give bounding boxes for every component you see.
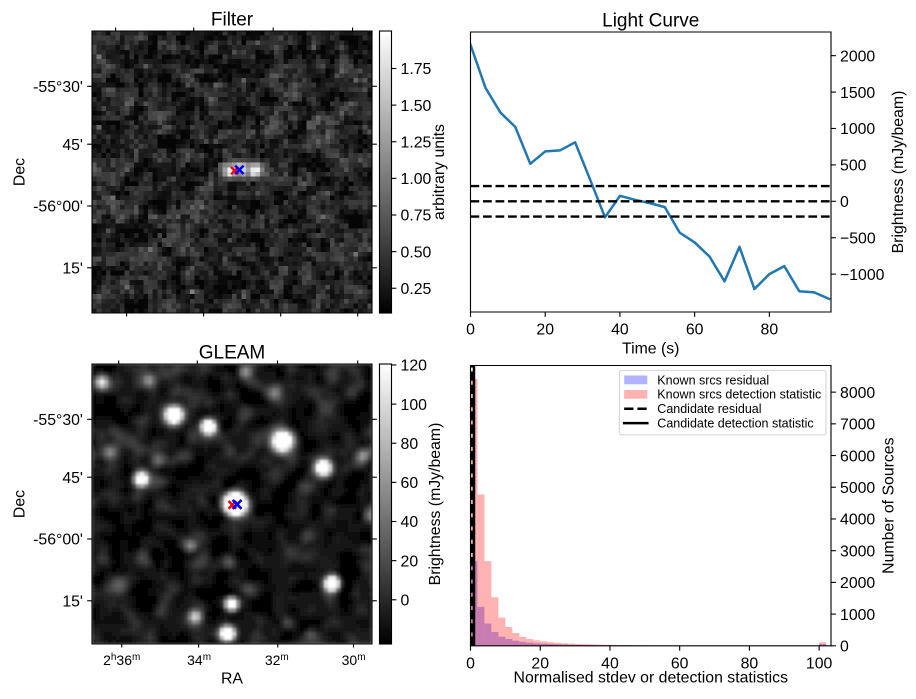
svg-text:Brightness (mJy/beam): Brightness (mJy/beam) bbox=[890, 91, 907, 254]
svg-text:100: 100 bbox=[806, 655, 833, 672]
svg-text:1.50: 1.50 bbox=[401, 98, 432, 115]
svg-text:0: 0 bbox=[466, 655, 475, 672]
svg-text:3000: 3000 bbox=[840, 543, 875, 560]
svg-text:40: 40 bbox=[601, 655, 619, 672]
svg-text:Candidate residual: Candidate residual bbox=[657, 402, 761, 416]
svg-text:1.25: 1.25 bbox=[401, 134, 432, 151]
svg-text:0: 0 bbox=[401, 593, 410, 610]
svg-text:−1000: −1000 bbox=[840, 267, 885, 284]
svg-text:GLEAM: GLEAM bbox=[199, 342, 266, 363]
svg-text:0.25: 0.25 bbox=[401, 281, 432, 298]
svg-text:60: 60 bbox=[401, 475, 419, 492]
svg-text:Number of Sources: Number of Sources bbox=[881, 437, 898, 573]
svg-text:30m: 30m bbox=[342, 652, 366, 668]
svg-text:1.00: 1.00 bbox=[401, 171, 432, 188]
svg-text:Brightness (mJy/beam): Brightness (mJy/beam) bbox=[427, 423, 444, 586]
svg-text:2000: 2000 bbox=[840, 575, 875, 592]
svg-text:80: 80 bbox=[741, 655, 759, 672]
svg-text:20: 20 bbox=[401, 553, 419, 570]
svg-text:Candidate detection statistic: Candidate detection statistic bbox=[657, 417, 813, 431]
svg-text:Dec: Dec bbox=[11, 158, 28, 186]
svg-text:6000: 6000 bbox=[840, 448, 875, 465]
svg-text:60: 60 bbox=[686, 322, 704, 339]
svg-text:40: 40 bbox=[611, 322, 629, 339]
svg-text:-55°30': -55°30' bbox=[33, 79, 83, 96]
svg-text:Known srcs residual: Known srcs residual bbox=[657, 373, 769, 387]
svg-text:80: 80 bbox=[401, 436, 419, 453]
svg-text:Dec: Dec bbox=[11, 490, 28, 518]
svg-text:1.75: 1.75 bbox=[401, 61, 432, 78]
svg-text:32m: 32m bbox=[265, 652, 289, 668]
svg-text:1000: 1000 bbox=[840, 607, 875, 624]
svg-text:15': 15' bbox=[62, 594, 83, 611]
svg-text:20: 20 bbox=[536, 322, 554, 339]
svg-text:45': 45' bbox=[62, 470, 83, 487]
svg-text:0: 0 bbox=[840, 639, 849, 656]
svg-text:15': 15' bbox=[62, 261, 83, 278]
svg-text:45': 45' bbox=[62, 137, 83, 154]
svg-text:4000: 4000 bbox=[840, 512, 875, 529]
svg-text:1000: 1000 bbox=[840, 121, 875, 138]
svg-text:34m: 34m bbox=[187, 652, 211, 668]
svg-text:20: 20 bbox=[531, 655, 549, 672]
svg-text:1500: 1500 bbox=[840, 85, 875, 102]
svg-text:Normalised stdev or detection: Normalised stdev or detection statistics bbox=[514, 669, 789, 686]
svg-text:-56°00': -56°00' bbox=[33, 199, 83, 216]
svg-text:60: 60 bbox=[671, 655, 689, 672]
svg-text:Filter: Filter bbox=[211, 9, 254, 30]
svg-text:0: 0 bbox=[466, 322, 475, 339]
svg-text:−500: −500 bbox=[840, 230, 876, 247]
svg-text:0: 0 bbox=[840, 194, 849, 211]
svg-text:7000: 7000 bbox=[840, 417, 875, 434]
svg-text:-56°00': -56°00' bbox=[33, 532, 83, 549]
svg-text:0.75: 0.75 bbox=[401, 208, 432, 225]
svg-text:8000: 8000 bbox=[840, 385, 875, 402]
svg-text:0.50: 0.50 bbox=[401, 244, 432, 261]
svg-text:2h36m: 2h36m bbox=[103, 652, 140, 668]
svg-text:Light Curve: Light Curve bbox=[602, 10, 699, 31]
svg-text:120: 120 bbox=[401, 358, 428, 375]
svg-text:Known srcs detection statistic: Known srcs detection statistic bbox=[657, 388, 821, 402]
svg-text:2000: 2000 bbox=[840, 48, 875, 65]
svg-text:500: 500 bbox=[840, 158, 867, 175]
svg-text:RA: RA bbox=[221, 670, 243, 687]
svg-text:40: 40 bbox=[401, 514, 419, 531]
svg-text:-55°30': -55°30' bbox=[33, 412, 83, 429]
svg-text:100: 100 bbox=[401, 397, 428, 414]
svg-text:80: 80 bbox=[761, 322, 779, 339]
svg-text:5000: 5000 bbox=[840, 480, 875, 497]
svg-text:arbitrary units: arbitrary units bbox=[431, 124, 448, 220]
svg-text:Time (s): Time (s) bbox=[622, 341, 679, 358]
